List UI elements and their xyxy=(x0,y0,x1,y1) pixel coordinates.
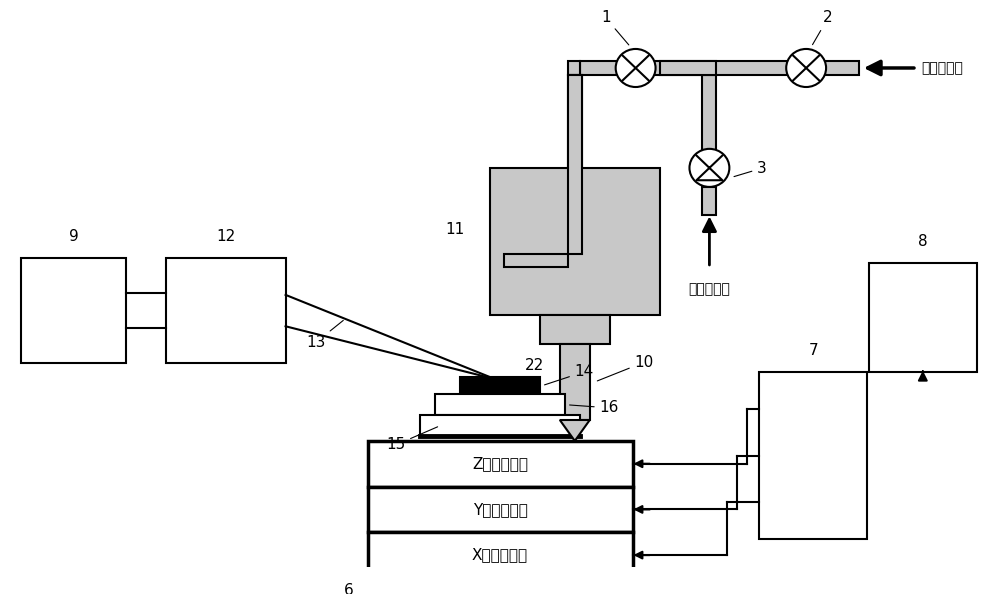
Text: 10: 10 xyxy=(597,355,654,381)
Text: 22: 22 xyxy=(525,358,544,372)
Bar xyxy=(368,486,633,532)
Bar xyxy=(435,394,565,415)
Text: 13: 13 xyxy=(306,320,343,350)
Bar xyxy=(368,441,633,486)
Bar xyxy=(702,75,716,178)
Bar xyxy=(166,258,286,363)
Text: 9: 9 xyxy=(69,229,79,244)
Text: 16: 16 xyxy=(570,400,619,415)
Text: 6: 6 xyxy=(344,583,353,594)
Bar xyxy=(540,315,610,344)
Bar xyxy=(560,344,590,420)
Bar xyxy=(580,61,859,75)
Bar xyxy=(660,61,716,75)
Bar xyxy=(504,254,568,267)
Bar xyxy=(568,75,582,254)
Bar xyxy=(759,372,867,539)
Bar xyxy=(568,61,580,75)
Circle shape xyxy=(786,49,826,87)
Text: 12: 12 xyxy=(216,229,235,244)
Bar xyxy=(869,263,977,372)
Text: 7: 7 xyxy=(808,343,818,358)
Text: Z电控平移台: Z电控平移台 xyxy=(472,456,528,471)
Bar xyxy=(21,258,126,363)
Bar xyxy=(568,75,582,263)
Bar xyxy=(368,532,633,578)
Text: X电控平移台: X电控平移台 xyxy=(472,548,528,563)
Text: 3: 3 xyxy=(734,160,767,176)
Circle shape xyxy=(616,49,656,87)
Text: 缓冲气入口: 缓冲气入口 xyxy=(921,61,963,75)
Bar xyxy=(702,187,716,216)
Text: 1: 1 xyxy=(601,10,629,45)
Text: 8: 8 xyxy=(918,234,928,249)
Circle shape xyxy=(689,149,729,187)
Text: 11: 11 xyxy=(446,222,465,237)
Polygon shape xyxy=(560,420,590,441)
Text: Y电控平移台: Y电控平移台 xyxy=(473,502,527,517)
Bar xyxy=(490,168,660,315)
Text: 反应气入口: 反应气入口 xyxy=(688,282,730,296)
Text: 14: 14 xyxy=(545,364,594,385)
Text: 15: 15 xyxy=(386,427,438,453)
Text: 2: 2 xyxy=(813,10,833,45)
Bar xyxy=(460,377,540,394)
Bar xyxy=(420,415,580,436)
